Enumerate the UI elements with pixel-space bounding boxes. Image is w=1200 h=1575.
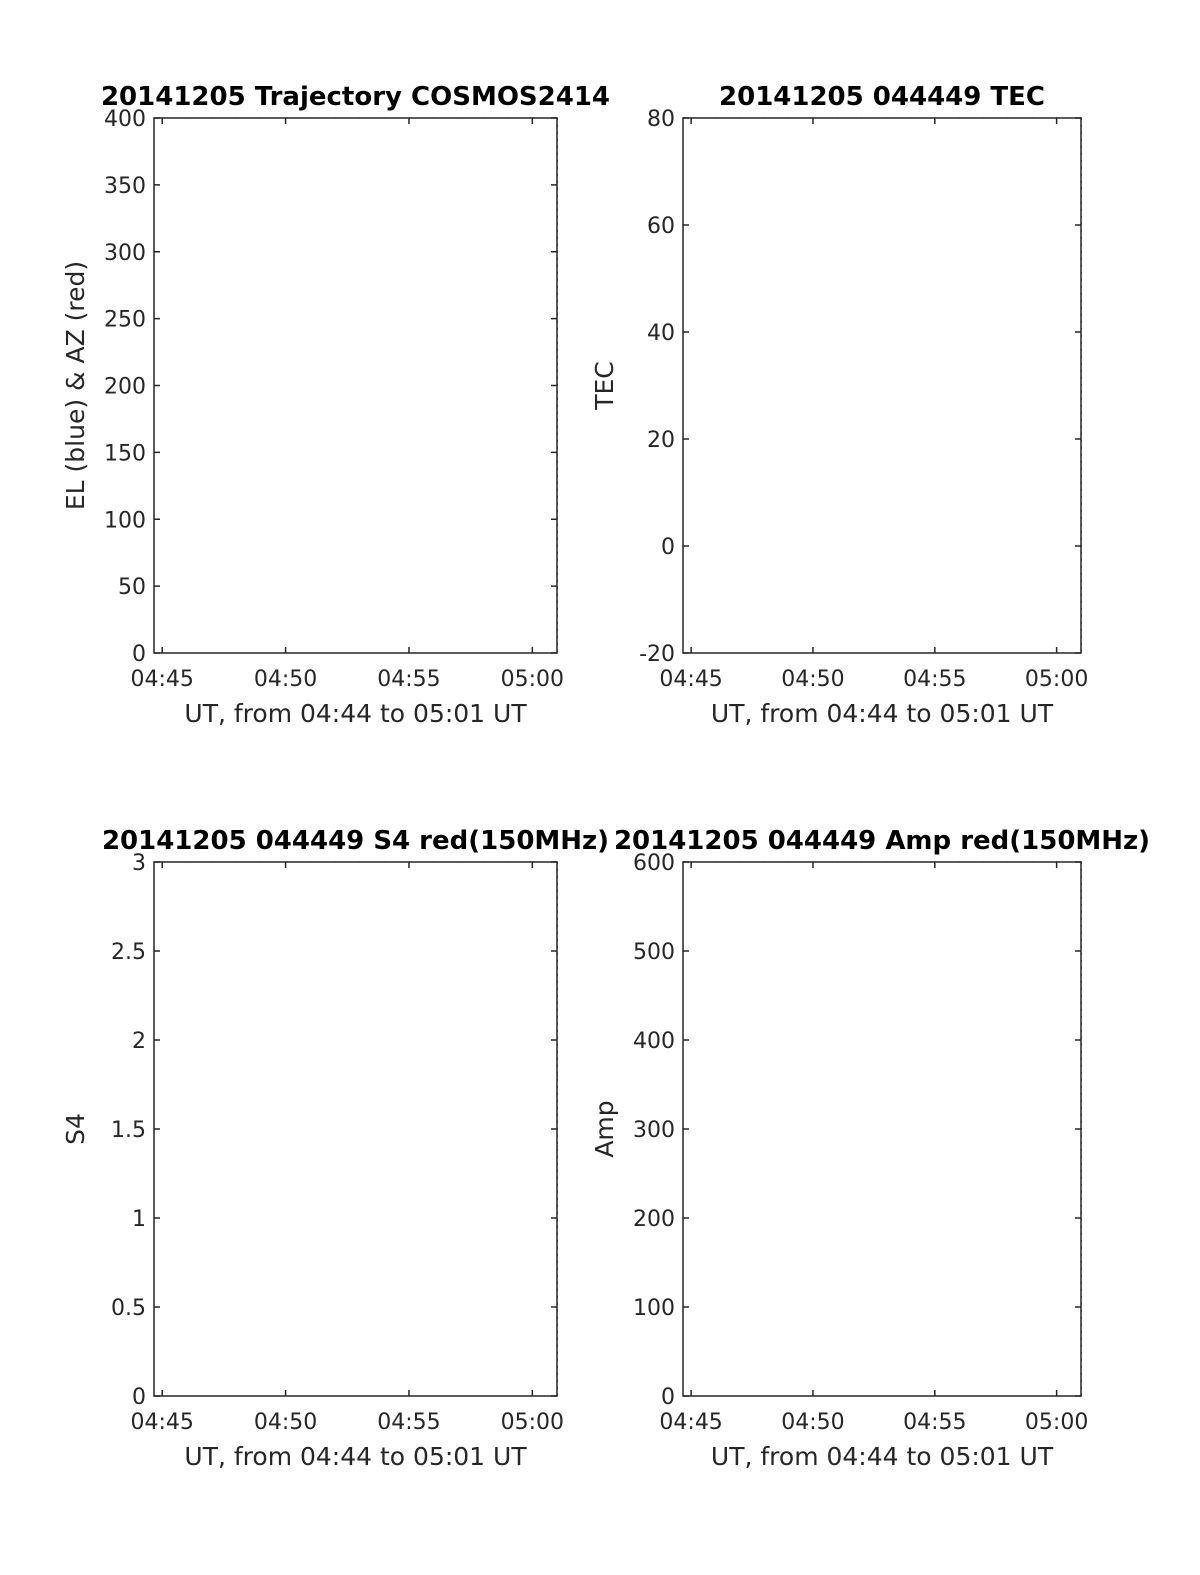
y-tick-label: 0 — [132, 642, 146, 667]
y-tick-label: 200 — [104, 375, 146, 400]
x-axis-label: UT, from 04:44 to 05:01 UT — [711, 1442, 1054, 1471]
y-tick-label: 350 — [104, 174, 146, 199]
chart-panel-4: 0 100 200 300 400 500 600 04:45 04:50 04:55 05:00 2… — [590, 826, 1150, 1471]
axes-frame — [153, 861, 558, 1397]
y-tick-label: 500 — [633, 940, 675, 965]
y-tick-label: 2.5 — [111, 940, 146, 965]
y-axis-label: TEC — [590, 361, 619, 411]
x-tick-label: 04:50 — [781, 667, 844, 692]
chart-title: 20141205 044449 S4 red(150MHz) — [102, 826, 609, 856]
y-tick-label: 1 — [132, 1207, 146, 1232]
y-axis-label: Amp — [590, 1100, 619, 1157]
x-tick-label: 04:55 — [903, 667, 966, 692]
chart-panel-2: -20 0 20 40 60 80 04:45 04:50 04:55 05:00 20141205… — [590, 82, 1088, 728]
y-tick-label: 2 — [132, 1029, 146, 1054]
axes-frame — [682, 117, 1082, 654]
y-tick-label: 300 — [104, 241, 146, 266]
y-tick-label: 40 — [647, 321, 675, 346]
x-tick-label: 04:50 — [781, 1410, 844, 1435]
y-tick-label: 3 — [132, 851, 146, 876]
y-axis-label: EL (blue) & AZ (red) — [61, 261, 90, 510]
y-tick-label: 250 — [104, 308, 146, 333]
x-tick-label: 04:55 — [377, 667, 440, 692]
x-axis-label: UT, from 04:44 to 05:01 UT — [184, 699, 527, 728]
x-tick-label: 05:00 — [1025, 1410, 1088, 1435]
y-tick-label: -20 — [639, 642, 675, 667]
y-tick-label: 20 — [647, 428, 675, 453]
x-tick-label: 04:50 — [254, 1410, 317, 1435]
chart-title: 20141205 044449 TEC — [719, 82, 1045, 112]
y-tick-label: 0 — [661, 1385, 675, 1410]
chart-panel-1: 0 50 100 150 200 250 300 350 400 04:45 04:50 04:55 0… — [61, 82, 610, 728]
axes-frame — [682, 861, 1082, 1397]
x-axis-label: UT, from 04:44 to 05:01 UT — [711, 699, 1054, 728]
y-tick-label: 1.5 — [111, 1118, 146, 1143]
y-tick-label: 60 — [647, 214, 675, 239]
chart-title: 20141205 Trajectory COSMOS2414 — [101, 82, 610, 112]
y-tick-label: 80 — [647, 107, 675, 132]
x-tick-label: 05:00 — [501, 667, 564, 692]
y-tick-label: 200 — [633, 1207, 675, 1232]
y-tick-label: 300 — [633, 1118, 675, 1143]
chart-title: 20141205 044449 Amp red(150MHz) — [614, 826, 1150, 856]
x-tick-label: 04:45 — [659, 1410, 722, 1435]
x-tick-label: 04:45 — [131, 667, 194, 692]
y-tick-label: 400 — [633, 1029, 675, 1054]
x-tick-label: 05:00 — [1025, 667, 1088, 692]
x-tick-label: 04:55 — [377, 1410, 440, 1435]
x-axis-label: UT, from 04:44 to 05:01 UT — [184, 1442, 527, 1471]
y-tick-label: 100 — [104, 508, 146, 533]
y-tick-label: 0 — [661, 535, 675, 560]
y-tick-label: 150 — [104, 441, 146, 466]
x-tick-label: 04:55 — [903, 1410, 966, 1435]
y-axis-label: S4 — [61, 1113, 90, 1145]
x-tick-label: 04:45 — [659, 667, 722, 692]
y-tick-label: 400 — [104, 107, 146, 132]
axes-frame — [153, 117, 558, 654]
y-tick-label: 0 — [132, 1385, 146, 1410]
x-tick-label: 05:00 — [501, 1410, 564, 1435]
x-tick-label: 04:45 — [131, 1410, 194, 1435]
y-tick-label: 100 — [633, 1296, 675, 1321]
chart-panel-3: 0 0.5 1 1.5 2 2.5 3 04:45 04:50 04:55 05:00 2014120… — [61, 826, 609, 1471]
x-tick-label: 04:50 — [254, 667, 317, 692]
y-tick-label: 50 — [118, 575, 146, 600]
y-tick-label: 0.5 — [111, 1296, 146, 1321]
y-tick-label: 600 — [633, 851, 675, 876]
